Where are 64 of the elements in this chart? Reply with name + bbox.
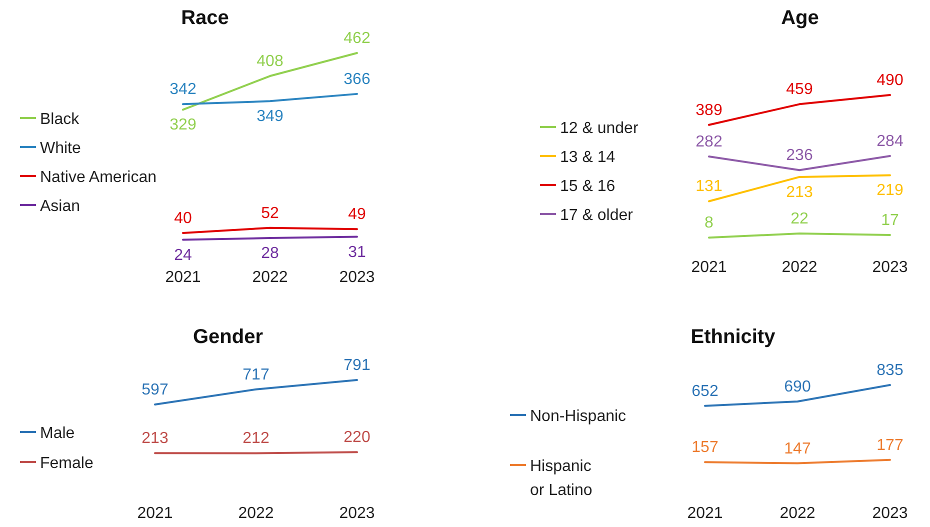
data-label: 24 bbox=[174, 246, 192, 264]
data-label: 408 bbox=[256, 53, 284, 70]
x-tick-label: 2023 bbox=[339, 269, 375, 286]
chart-title: Gender bbox=[192, 326, 264, 348]
legend-label: 17 & older bbox=[560, 207, 634, 224]
data-label: 366 bbox=[344, 70, 370, 88]
legend-label: Non-Hispanic bbox=[530, 408, 626, 425]
data-label: 459 bbox=[786, 81, 813, 98]
chart-title: Ethnicity bbox=[690, 326, 776, 348]
legend-label: Female bbox=[40, 455, 94, 472]
data-label: 389 bbox=[696, 102, 722, 119]
data-label: 349 bbox=[256, 108, 284, 126]
data-label: 28 bbox=[261, 245, 279, 262]
x-tick-label: 2022 bbox=[782, 259, 818, 276]
legend-label: 13 & 14 bbox=[560, 149, 616, 166]
data-label: 342 bbox=[170, 81, 196, 98]
data-label: 490 bbox=[876, 72, 904, 89]
legend-label: Black bbox=[40, 111, 80, 128]
data-label: 791 bbox=[344, 357, 370, 374]
x-tick-label: 2022 bbox=[780, 505, 816, 522]
data-label: 652 bbox=[692, 382, 718, 400]
x-tick-label: 2022 bbox=[238, 505, 274, 522]
data-label: 22 bbox=[790, 210, 808, 228]
legend-label: Male bbox=[40, 425, 75, 442]
x-tick-label: 2023 bbox=[872, 505, 908, 522]
data-label: 597 bbox=[142, 382, 168, 399]
data-label: 329 bbox=[170, 116, 196, 134]
data-label: 212 bbox=[242, 430, 270, 448]
chart-title: Race bbox=[181, 7, 229, 29]
x-tick-label: 2023 bbox=[872, 259, 908, 276]
data-label: 49 bbox=[348, 206, 366, 224]
legend-label: Native American bbox=[40, 169, 156, 186]
legend-label: 12 & under bbox=[560, 120, 639, 137]
legend-label: Hispanic or Latino bbox=[530, 458, 592, 499]
x-tick-label: 2021 bbox=[165, 269, 201, 286]
data-label: 157 bbox=[692, 439, 718, 456]
data-label: 40 bbox=[174, 210, 192, 227]
data-label: 52 bbox=[261, 204, 279, 222]
data-label: 462 bbox=[344, 30, 370, 47]
x-tick-label: 2022 bbox=[252, 269, 288, 286]
data-label: 717 bbox=[242, 366, 270, 384]
data-label: 220 bbox=[344, 429, 370, 446]
data-label: 213 bbox=[142, 430, 168, 448]
legend-label: White bbox=[40, 140, 81, 157]
data-label: 8 bbox=[704, 214, 714, 232]
data-label: 219 bbox=[876, 182, 904, 200]
x-tick-label: 2021 bbox=[137, 505, 173, 522]
legend-label: 15 & 16 bbox=[560, 178, 616, 195]
data-label: 236 bbox=[786, 147, 813, 164]
data-label: 284 bbox=[876, 132, 904, 150]
data-label: 835 bbox=[876, 362, 904, 379]
chart-title: Age bbox=[781, 7, 819, 29]
data-label: 282 bbox=[696, 134, 722, 151]
data-label: 17 bbox=[881, 212, 899, 229]
data-label: 31 bbox=[348, 244, 366, 261]
x-tick-label: 2021 bbox=[687, 505, 723, 522]
data-label: 177 bbox=[876, 436, 904, 454]
data-label: 690 bbox=[784, 378, 811, 396]
data-label: 147 bbox=[784, 440, 811, 458]
x-tick-label: 2023 bbox=[339, 505, 375, 522]
legend-label: Asian bbox=[40, 198, 80, 215]
data-label: 131 bbox=[696, 178, 722, 196]
data-label: 213 bbox=[786, 184, 813, 201]
x-tick-label: 2021 bbox=[691, 259, 727, 276]
